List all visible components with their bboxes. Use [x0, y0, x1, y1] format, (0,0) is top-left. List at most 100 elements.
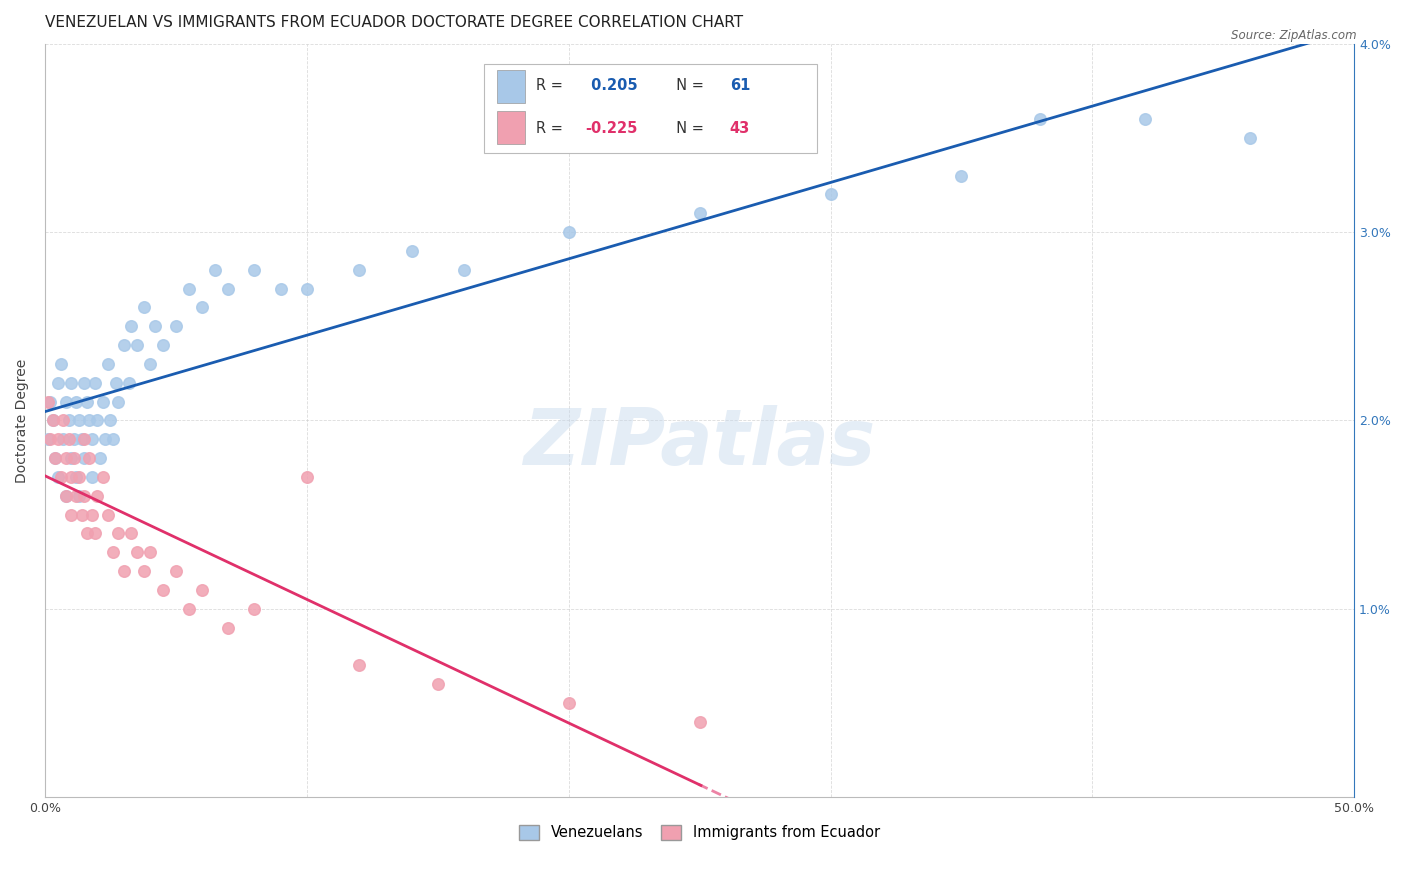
Point	[86, 489, 108, 503]
Point	[112, 338, 135, 352]
Point	[118, 376, 141, 390]
Point	[204, 262, 226, 277]
Point	[557, 225, 579, 239]
Point	[62, 432, 84, 446]
Point	[89, 451, 111, 466]
Point	[347, 262, 370, 277]
Point	[1133, 112, 1156, 126]
Point	[1239, 131, 1261, 145]
Point	[46, 432, 69, 446]
Point	[91, 470, 114, 484]
Point	[67, 413, 90, 427]
Point	[177, 281, 200, 295]
Point	[83, 526, 105, 541]
Point	[42, 413, 65, 427]
Point	[950, 169, 973, 183]
Point	[94, 432, 117, 446]
Point	[138, 545, 160, 559]
Point	[55, 394, 77, 409]
Point	[73, 489, 96, 503]
FancyBboxPatch shape	[496, 70, 526, 103]
Point	[107, 394, 129, 409]
Point	[91, 394, 114, 409]
Point	[101, 545, 124, 559]
Point	[60, 470, 83, 484]
Point	[143, 319, 166, 334]
Point	[270, 281, 292, 295]
Point	[295, 281, 318, 295]
Point	[191, 301, 214, 315]
Point	[177, 601, 200, 615]
Text: R =: R =	[536, 120, 568, 136]
Point	[104, 376, 127, 390]
Text: N =: N =	[666, 78, 709, 93]
Text: -0.225: -0.225	[586, 120, 638, 136]
Point	[243, 262, 266, 277]
Text: Source: ZipAtlas.com: Source: ZipAtlas.com	[1232, 29, 1357, 43]
Y-axis label: Doctorate Degree: Doctorate Degree	[15, 359, 30, 483]
Text: R =: R =	[536, 78, 568, 93]
Point	[44, 451, 66, 466]
Point	[295, 470, 318, 484]
Point	[58, 413, 80, 427]
Point	[689, 206, 711, 220]
Point	[165, 564, 187, 578]
Point	[120, 319, 142, 334]
Point	[46, 470, 69, 484]
FancyBboxPatch shape	[484, 64, 817, 153]
Point	[86, 413, 108, 427]
Point	[217, 621, 239, 635]
Point	[73, 432, 96, 446]
Point	[557, 696, 579, 710]
Text: 43: 43	[730, 120, 749, 136]
Point	[60, 508, 83, 522]
Point	[152, 338, 174, 352]
Point	[82, 470, 104, 484]
Point	[79, 451, 101, 466]
Point	[152, 582, 174, 597]
Point	[39, 394, 62, 409]
Point	[44, 451, 66, 466]
FancyBboxPatch shape	[496, 111, 526, 144]
Point	[55, 451, 77, 466]
Point	[426, 677, 449, 691]
Point	[49, 357, 72, 371]
Legend: Venezuelans, Immigrants from Ecuador: Venezuelans, Immigrants from Ecuador	[513, 819, 886, 847]
Point	[55, 489, 77, 503]
Point	[1029, 112, 1052, 126]
Point	[120, 526, 142, 541]
Point	[82, 508, 104, 522]
Point	[82, 432, 104, 446]
Text: 61: 61	[730, 78, 751, 93]
Point	[401, 244, 423, 258]
Point	[70, 432, 93, 446]
Text: VENEZUELAN VS IMMIGRANTS FROM ECUADOR DOCTORATE DEGREE CORRELATION CHART: VENEZUELAN VS IMMIGRANTS FROM ECUADOR DO…	[45, 15, 744, 30]
Point	[138, 357, 160, 371]
Point	[70, 508, 93, 522]
Point	[107, 526, 129, 541]
Point	[65, 489, 87, 503]
Point	[100, 413, 122, 427]
Point	[689, 714, 711, 729]
Point	[134, 564, 156, 578]
Point	[83, 376, 105, 390]
Point	[97, 508, 120, 522]
Point	[112, 564, 135, 578]
Point	[820, 187, 842, 202]
Point	[39, 432, 62, 446]
Point	[76, 526, 98, 541]
Point	[52, 432, 75, 446]
Point	[347, 658, 370, 673]
Point	[97, 357, 120, 371]
Point	[60, 376, 83, 390]
Point	[42, 413, 65, 427]
Point	[73, 451, 96, 466]
Text: ZIPatlas: ZIPatlas	[523, 405, 876, 481]
Point	[37, 394, 59, 409]
Point	[165, 319, 187, 334]
Point	[125, 338, 148, 352]
Point	[62, 451, 84, 466]
Point	[217, 281, 239, 295]
Point	[37, 432, 59, 446]
Point	[65, 470, 87, 484]
